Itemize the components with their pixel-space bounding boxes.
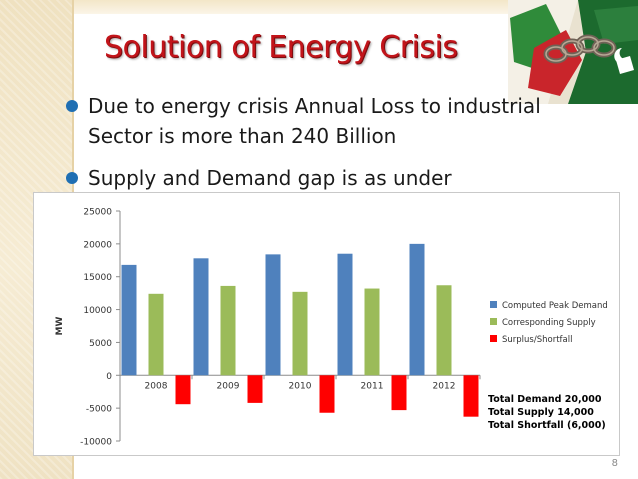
legend-label: Surplus/Shortfall — [502, 335, 572, 345]
page-number: 8 — [611, 458, 618, 469]
bar-corresponding-supply — [220, 285, 236, 376]
bullet-dot-icon — [66, 100, 78, 112]
slide-title: Solution of Energy Crisis — [104, 30, 458, 65]
legend-swatch — [490, 318, 497, 325]
bar-corresponding-supply — [364, 288, 380, 376]
bullet-text: Supply and Demand gap is as under — [88, 166, 452, 190]
summary-line: Total Supply 14,000 — [488, 407, 594, 418]
y-tick-label: 5000 — [89, 339, 112, 349]
legend-label: Corresponding Supply — [502, 318, 596, 328]
bar-computed-peak-demand — [337, 253, 353, 376]
bar-surplus-shortfall — [319, 375, 335, 413]
bullet-continuation-line: Sector is more than 240 Billion — [66, 124, 626, 148]
legend-label: Computed Peak Demand — [502, 301, 608, 311]
bar-computed-peak-demand — [193, 258, 209, 376]
legend-swatch — [490, 335, 497, 342]
bar-computed-peak-demand — [265, 254, 281, 376]
x-tick-label: 2010 — [289, 381, 312, 391]
y-tick-label: 10000 — [83, 306, 112, 316]
bullet-item-annual-loss: Due to energy crisis Annual Loss to indu… — [66, 94, 626, 118]
y-tick-label: 20000 — [83, 240, 112, 250]
summary-line: Total Shortfall (6,000) — [488, 420, 606, 431]
chart-frame: 25000 20000 15000 10000 5000 0 -5000 -10000 MW 20… — [33, 192, 620, 456]
bar-surplus-shortfall — [175, 375, 191, 405]
bullet-item-supply-demand: Supply and Demand gap is as under — [66, 166, 626, 190]
flag-chain-photo — [508, 0, 638, 104]
bullet-text: Sector is more than 240 Billion — [88, 124, 397, 148]
x-tick-label: 2011 — [361, 381, 384, 391]
bar-computed-peak-demand — [409, 243, 425, 376]
summary-line: Total Demand 20,000 — [488, 394, 602, 405]
y-tick-label: -5000 — [86, 405, 112, 415]
x-tick-label: 2009 — [217, 381, 240, 391]
y-axis-title: MW — [55, 316, 65, 335]
x-tick-label: 2008 — [145, 381, 168, 391]
bar-corresponding-supply — [436, 285, 452, 376]
bar-corresponding-supply — [148, 293, 164, 376]
summary-box — [484, 389, 610, 441]
bar-computed-peak-demand — [121, 264, 137, 376]
y-tick-label: -10000 — [80, 438, 112, 448]
bar-surplus-shortfall — [247, 375, 263, 403]
bar-surplus-shortfall — [391, 375, 407, 411]
energy-gap-bar-chart: 25000 20000 15000 10000 5000 0 -5000 -10000 MW 20… — [55, 208, 610, 448]
legend-swatch — [490, 301, 497, 308]
y-tick-label: 0 — [106, 372, 112, 382]
y-tick-label: 15000 — [83, 273, 112, 283]
bullet-text: Due to energy crisis Annual Loss to indu… — [88, 94, 541, 118]
y-tick-label: 25000 — [83, 208, 112, 218]
bullet-dot-icon — [66, 172, 78, 184]
slide-top-band — [0, 0, 638, 14]
x-tick-label: 2012 — [433, 381, 456, 391]
bar-surplus-shortfall — [463, 375, 479, 417]
bar-corresponding-supply — [292, 291, 308, 376]
